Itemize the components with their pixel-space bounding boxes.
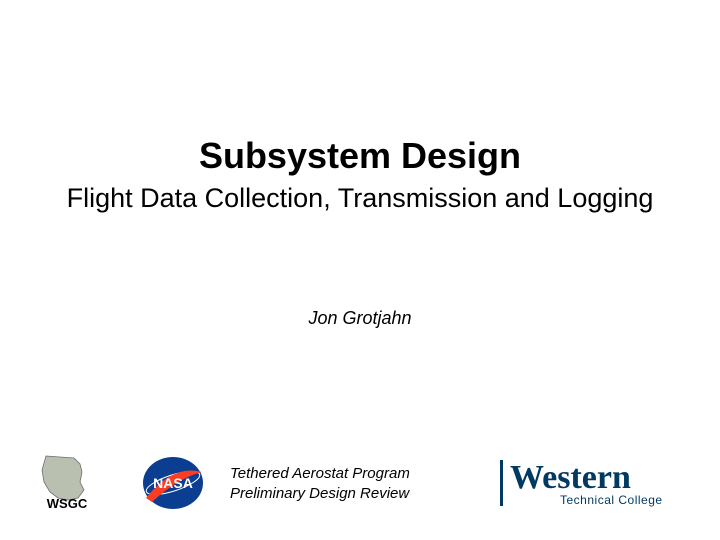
slide-subtitle: Flight Data Collection, Transmission and… xyxy=(0,182,720,216)
footer-line-2: Preliminary Design Review xyxy=(230,484,410,504)
footer-text: Tethered Aerostat Program Preliminary De… xyxy=(230,464,410,505)
western-logo: Western Technical College xyxy=(500,454,690,512)
western-main-text: Western xyxy=(510,459,631,496)
nasa-logo: NASA xyxy=(138,454,208,512)
author-name: Jon Grotjahn xyxy=(0,308,720,329)
slide-title: Subsystem Design xyxy=(0,135,720,177)
western-sub-text: Technical College xyxy=(560,493,663,507)
wisconsin-map-icon xyxy=(42,456,84,500)
wsgc-label: WSGC xyxy=(47,496,88,511)
wsgc-logo: WSGC xyxy=(28,452,106,512)
footer-line-1: Tethered Aerostat Program xyxy=(230,464,410,484)
slide: Subsystem Design Flight Data Collection,… xyxy=(0,0,720,540)
nasa-label: NASA xyxy=(153,475,193,491)
western-divider-icon xyxy=(500,460,503,506)
